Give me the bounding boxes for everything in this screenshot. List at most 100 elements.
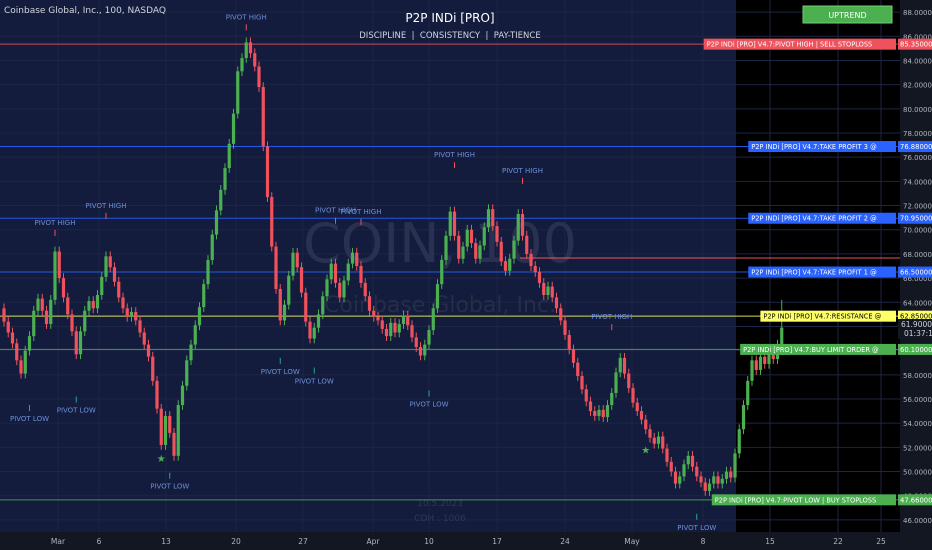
pivot-low-label: PIVOT LOW	[261, 368, 300, 376]
price-tick: 54.00000	[903, 420, 932, 428]
candle-body	[19, 360, 23, 374]
candle-body	[622, 357, 627, 374]
candle-body	[66, 297, 70, 315]
candle-body	[550, 286, 554, 298]
candle-body	[159, 408, 163, 445]
candle-body	[533, 266, 537, 273]
candle-body	[23, 350, 27, 374]
time-tick: Apr	[367, 537, 381, 546]
candle-body	[95, 295, 100, 309]
uptrend-badge[interactable]: UPTREND	[802, 5, 893, 24]
candle-body	[559, 308, 563, 321]
price-tick: 58.00000	[903, 372, 932, 380]
candle-body	[406, 315, 410, 326]
candle-body	[333, 263, 338, 283]
candle-body	[542, 282, 546, 296]
time-tick: 17	[492, 537, 502, 546]
candle-body	[767, 349, 771, 364]
candle-body	[270, 197, 274, 247]
time-tick: 13	[161, 537, 171, 546]
price-tick: 76.00000	[903, 154, 932, 162]
pivot-high-label: PIVOT HIGH	[35, 219, 76, 227]
candle-body	[763, 356, 767, 364]
level-value: 60.10000	[900, 346, 932, 354]
candle-body	[584, 389, 588, 402]
star-icon: ★	[157, 454, 166, 465]
level-tag-bg	[703, 38, 896, 50]
candle-body	[393, 322, 397, 333]
pivot-low-label: PIVOT LOW	[409, 400, 448, 408]
candle-body	[312, 327, 316, 339]
candle-body	[176, 405, 180, 456]
candle-body	[423, 344, 427, 356]
candle-body	[61, 278, 66, 298]
candle-body	[635, 402, 639, 412]
candle-body	[384, 328, 389, 337]
candle-body	[172, 432, 176, 456]
candle-body	[367, 296, 372, 311]
candle-body	[410, 325, 414, 338]
candle-body	[27, 336, 32, 351]
level-tag: P2P INDi [PRO] V4.7:RESISTANCE @	[763, 313, 881, 321]
price-tick: 66.00000	[903, 275, 932, 283]
candle-body	[100, 276, 104, 296]
candle-body	[520, 214, 525, 236]
candle-body	[214, 210, 219, 235]
time-tick: 10	[424, 537, 434, 546]
candle-body	[151, 356, 155, 381]
candle-body	[576, 362, 580, 377]
level-tag: P2P INDi [PRO] V4.7:TAKE PROFIT 3 @	[751, 143, 877, 151]
candle-body	[537, 272, 542, 283]
candle-body	[512, 240, 516, 259]
candle-body	[571, 349, 576, 363]
candle-body	[703, 482, 707, 491]
level-tag: P2P INDi [PRO] V4.7:BUY LIMIT ORDER @	[743, 346, 879, 354]
level-value: 70.95000	[900, 215, 932, 223]
price-tick: 52.00000	[903, 444, 932, 452]
candle-body	[491, 209, 495, 227]
candle-body	[134, 311, 138, 321]
time-axis[interactable]: Mar 6 13 20 27 Apr 10 17 24 May 8 15 22 25	[0, 532, 932, 550]
candle-body	[53, 251, 57, 300]
star-icon: ★	[641, 445, 650, 456]
candle-body	[712, 476, 716, 484]
current-price-box	[898, 319, 932, 339]
candle-body	[397, 324, 401, 333]
candle-body	[240, 58, 244, 72]
candle-body	[431, 308, 435, 331]
level-tag: P2P INDi [PRO] V4.7:TAKE PROFIT 2 @	[751, 215, 877, 223]
candle-body	[197, 307, 202, 326]
candle-body	[112, 267, 117, 282]
candle-body	[78, 331, 83, 355]
time-tick: 8	[701, 537, 706, 546]
candle-body	[720, 478, 724, 484]
time-tick: 15	[765, 537, 775, 546]
candle-body	[644, 419, 648, 430]
time-tick: 22	[833, 537, 843, 546]
level-value-bg	[898, 494, 932, 506]
candle-body	[673, 471, 678, 484]
candle-body	[750, 360, 754, 381]
candle-body	[189, 344, 193, 361]
level-value-bg	[898, 141, 932, 153]
level-value: 66.50000	[900, 269, 932, 277]
candle-body	[529, 253, 533, 266]
time-axis-bg	[0, 532, 932, 550]
candle-body	[104, 256, 108, 277]
candle-body	[758, 356, 763, 370]
candle-body	[219, 189, 223, 211]
candle-body	[554, 297, 559, 309]
candle-body	[444, 235, 448, 260]
candle-body	[316, 314, 321, 328]
candle-body	[448, 211, 452, 236]
candle-body	[210, 234, 214, 260]
candle-body	[699, 476, 703, 483]
candle-body	[440, 259, 444, 285]
pivot-high-label: PIVOT HIGH	[434, 151, 475, 159]
time-tick: 24	[560, 537, 570, 546]
candle-body	[74, 331, 78, 355]
pivot-low-label: PIVOT LOW	[677, 524, 716, 532]
header: Coinbase Global, Inc., 100, NASDAQ P2P I…	[4, 6, 541, 41]
